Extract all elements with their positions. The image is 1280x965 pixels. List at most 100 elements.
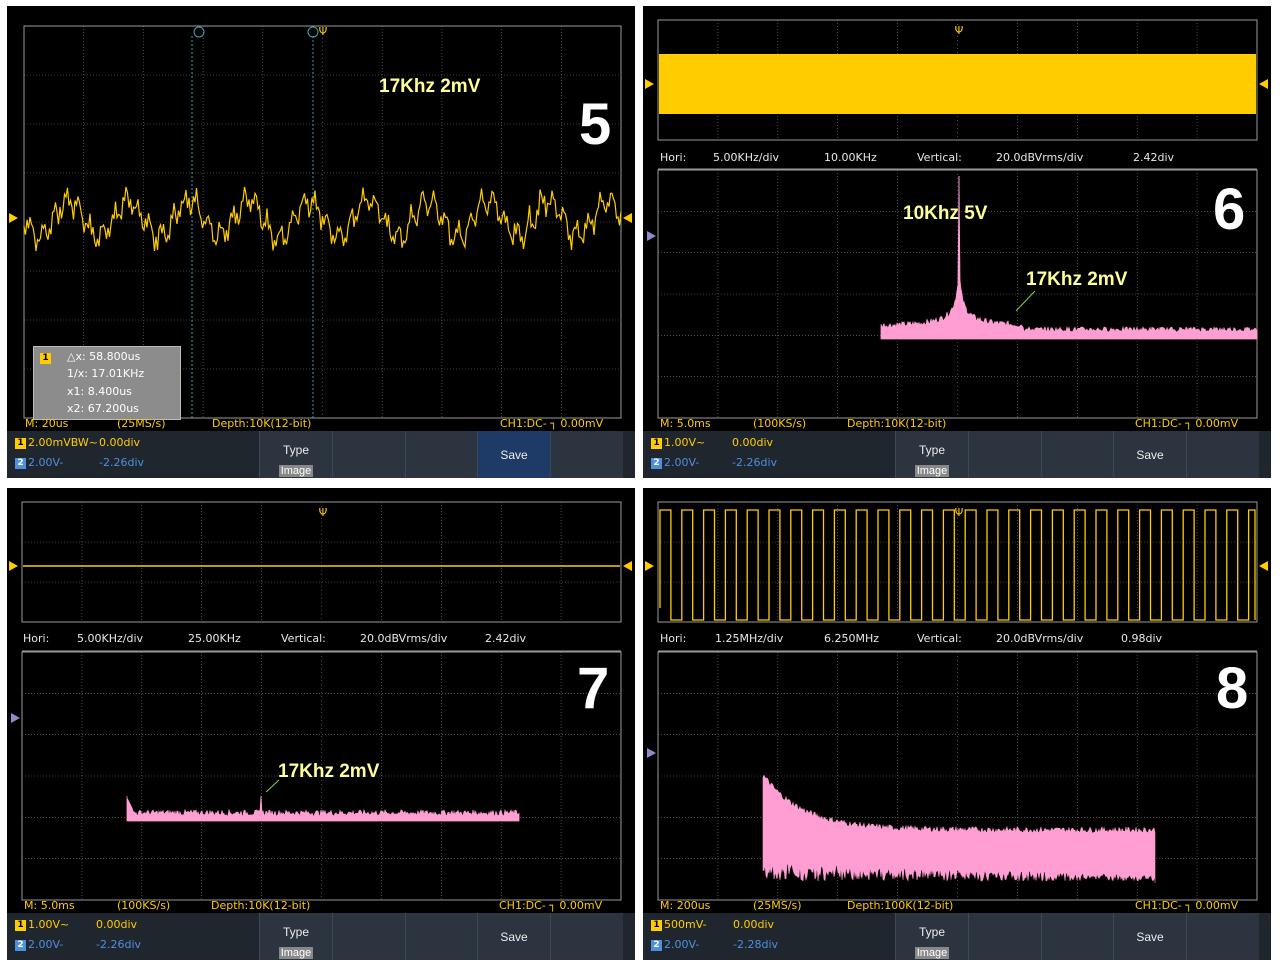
ch2-badge[interactable]: 2	[15, 939, 26, 951]
ch1-scale: 1.00V~	[28, 918, 70, 931]
fft-ref-marker	[647, 231, 656, 241]
ch1-level-marker	[9, 213, 18, 223]
annotation-17khz: 17Khz 2mV	[379, 76, 481, 97]
trigger-readout: CH1:DC- ┐ 0.00mV	[1135, 899, 1239, 912]
menu-slot-6[interactable]	[1186, 913, 1259, 960]
scope-panel-5: Ψ 17Khz 2mV 5 1 △x: 58.800us 1/x: 17.01K…	[7, 6, 635, 478]
depth-readout: Depth:10K(12-bit)	[212, 417, 312, 430]
fft-hori-value: 5.00KHz/div	[713, 151, 780, 164]
type-button[interactable]: Type Image	[895, 431, 968, 478]
x1-readout: x1: 8.400us	[67, 385, 132, 398]
type-button[interactable]: Type Image	[259, 913, 332, 960]
type-label: Type	[282, 925, 309, 939]
scope-panel-7: Ψ Hori: 5.00KHz/div 25.00KHz Vertical: 2…	[7, 488, 635, 960]
menu-slot-3[interactable]	[968, 913, 1041, 960]
fft-vertical-label: Vertical:	[917, 151, 962, 164]
menu-slot-6[interactable]	[1186, 431, 1259, 478]
panel-number: 8	[1216, 656, 1249, 721]
fft-vertical-value: 20.0dBVrms/div	[996, 632, 1084, 645]
ch1-offset: 0.00div	[733, 918, 775, 931]
ch2-badge[interactable]: 2	[651, 939, 662, 951]
annotation-10khz: 10Khz 5V	[903, 203, 988, 224]
fft-spectrum	[880, 175, 1258, 340]
ch1-badge[interactable]: 1	[651, 919, 662, 931]
sample-rate-readout: (25MS/s)	[753, 899, 802, 912]
fft-vertical-label: Vertical:	[917, 632, 962, 645]
panel-number: 6	[1213, 177, 1246, 242]
ch2-badge[interactable]: 2	[651, 457, 662, 469]
depth-readout: Depth:10K(12-bit)	[847, 417, 947, 430]
type-value: Image	[914, 947, 950, 959]
save-button[interactable]: Save	[477, 913, 550, 960]
save-label: Save	[500, 448, 528, 462]
ch1-sine-band	[659, 54, 1256, 114]
save-button[interactable]: Save	[1113, 913, 1186, 960]
trigger-level-marker	[623, 561, 632, 571]
fft-ref-marker	[647, 748, 656, 758]
menu-slot-6[interactable]	[550, 913, 623, 960]
delta-x-readout: △x: 58.800us	[67, 350, 141, 363]
type-label: Type	[282, 443, 309, 457]
trigger-position-icon: Ψ	[955, 24, 964, 37]
scope-panel-8: Ψ Hori: 1.25MHz/div 6.250MHz Vertical: 2…	[643, 488, 1271, 960]
fft-vertical-value: 20.0dBVrms/div	[996, 151, 1084, 164]
fft-vertical-label: Vertical:	[281, 632, 326, 645]
trigger-position-icon: Ψ	[319, 506, 328, 519]
sample-rate-readout: (25MS/s)	[117, 417, 166, 430]
menu-slot-3[interactable]	[332, 431, 405, 478]
ch1-waveform	[23, 186, 622, 252]
fft-vertical-value: 20.0dBVrms/div	[360, 632, 448, 645]
fft-center-freq: 10.00KHz	[824, 151, 877, 164]
fft-spectrum	[126, 795, 520, 822]
save-label: Save	[1136, 930, 1164, 944]
ch2-scale: 2.00V-	[664, 938, 700, 951]
type-label: Type	[918, 925, 945, 939]
ch2-scale: 2.00V-	[664, 456, 700, 469]
type-button[interactable]: Type Image	[259, 431, 332, 478]
ch1-badge[interactable]: 1	[651, 437, 662, 449]
ch1-scale: 2.00mVBW~	[28, 436, 98, 449]
type-value: Image	[278, 465, 314, 477]
menu-slot-4[interactable]	[1041, 431, 1114, 478]
cursor-b-icon	[193, 26, 205, 38]
menu-slot-3[interactable]	[968, 431, 1041, 478]
save-button[interactable]: Save	[477, 431, 550, 478]
annotation-17khz: 17Khz 2mV	[278, 761, 380, 782]
fft-ref-marker	[11, 713, 20, 723]
ch1-badge[interactable]: 1	[15, 919, 26, 931]
trigger-level-marker	[623, 213, 632, 223]
ch2-offset: -2.28div	[733, 938, 779, 951]
save-button[interactable]: Save	[1113, 431, 1186, 478]
inverse-x-readout: 1/x: 17.01KHz	[67, 367, 145, 380]
ch2-offset: -2.26div	[99, 456, 145, 469]
menu-slot-4[interactable]	[405, 431, 478, 478]
depth-readout: Depth:10K(12-bit)	[211, 899, 311, 912]
menu-slot-6[interactable]	[550, 431, 623, 478]
ch2-scale: 2.00V-	[28, 456, 64, 469]
fft-center-freq: 25.00KHz	[188, 632, 241, 645]
waveform-display: Ψ	[9, 501, 632, 901]
fft-hori-label: Hori:	[23, 632, 50, 645]
scope-panel-6: Ψ Hori: 5.00KHz/div 10.00KHz Vertical: 2…	[643, 6, 1271, 478]
menu-slot-4[interactable]	[1041, 913, 1114, 960]
trigger-readout: CH1:DC- ┐ 0.00mV	[500, 417, 604, 430]
fft-hori-value: 5.00KHz/div	[77, 632, 144, 645]
annotation-17khz: 17Khz 2mV	[1026, 269, 1128, 290]
ch2-badge[interactable]: 2	[15, 457, 26, 469]
ch1-badge[interactable]: 1	[15, 437, 26, 449]
fft-hori-label: Hori:	[660, 151, 687, 164]
fft-position: 2.42div	[1133, 151, 1175, 164]
type-value: Image	[278, 947, 314, 959]
fft-hori-value: 1.25MHz/div	[715, 632, 784, 645]
ch2-offset: -2.26div	[96, 938, 142, 951]
menu-slot-3[interactable]	[332, 913, 405, 960]
timebase-readout: M: 200us	[660, 899, 711, 912]
type-button[interactable]: Type Image	[895, 913, 968, 960]
fft-center-freq: 6.250MHz	[824, 632, 880, 645]
fft-spectrum	[762, 774, 1156, 883]
menu-slot-4[interactable]	[405, 913, 478, 960]
waveform-display: Ψ	[645, 501, 1268, 901]
annotation-pointer	[265, 779, 280, 793]
trigger-level-marker	[1259, 561, 1268, 571]
ch1-scale: 500mV-	[664, 918, 707, 931]
